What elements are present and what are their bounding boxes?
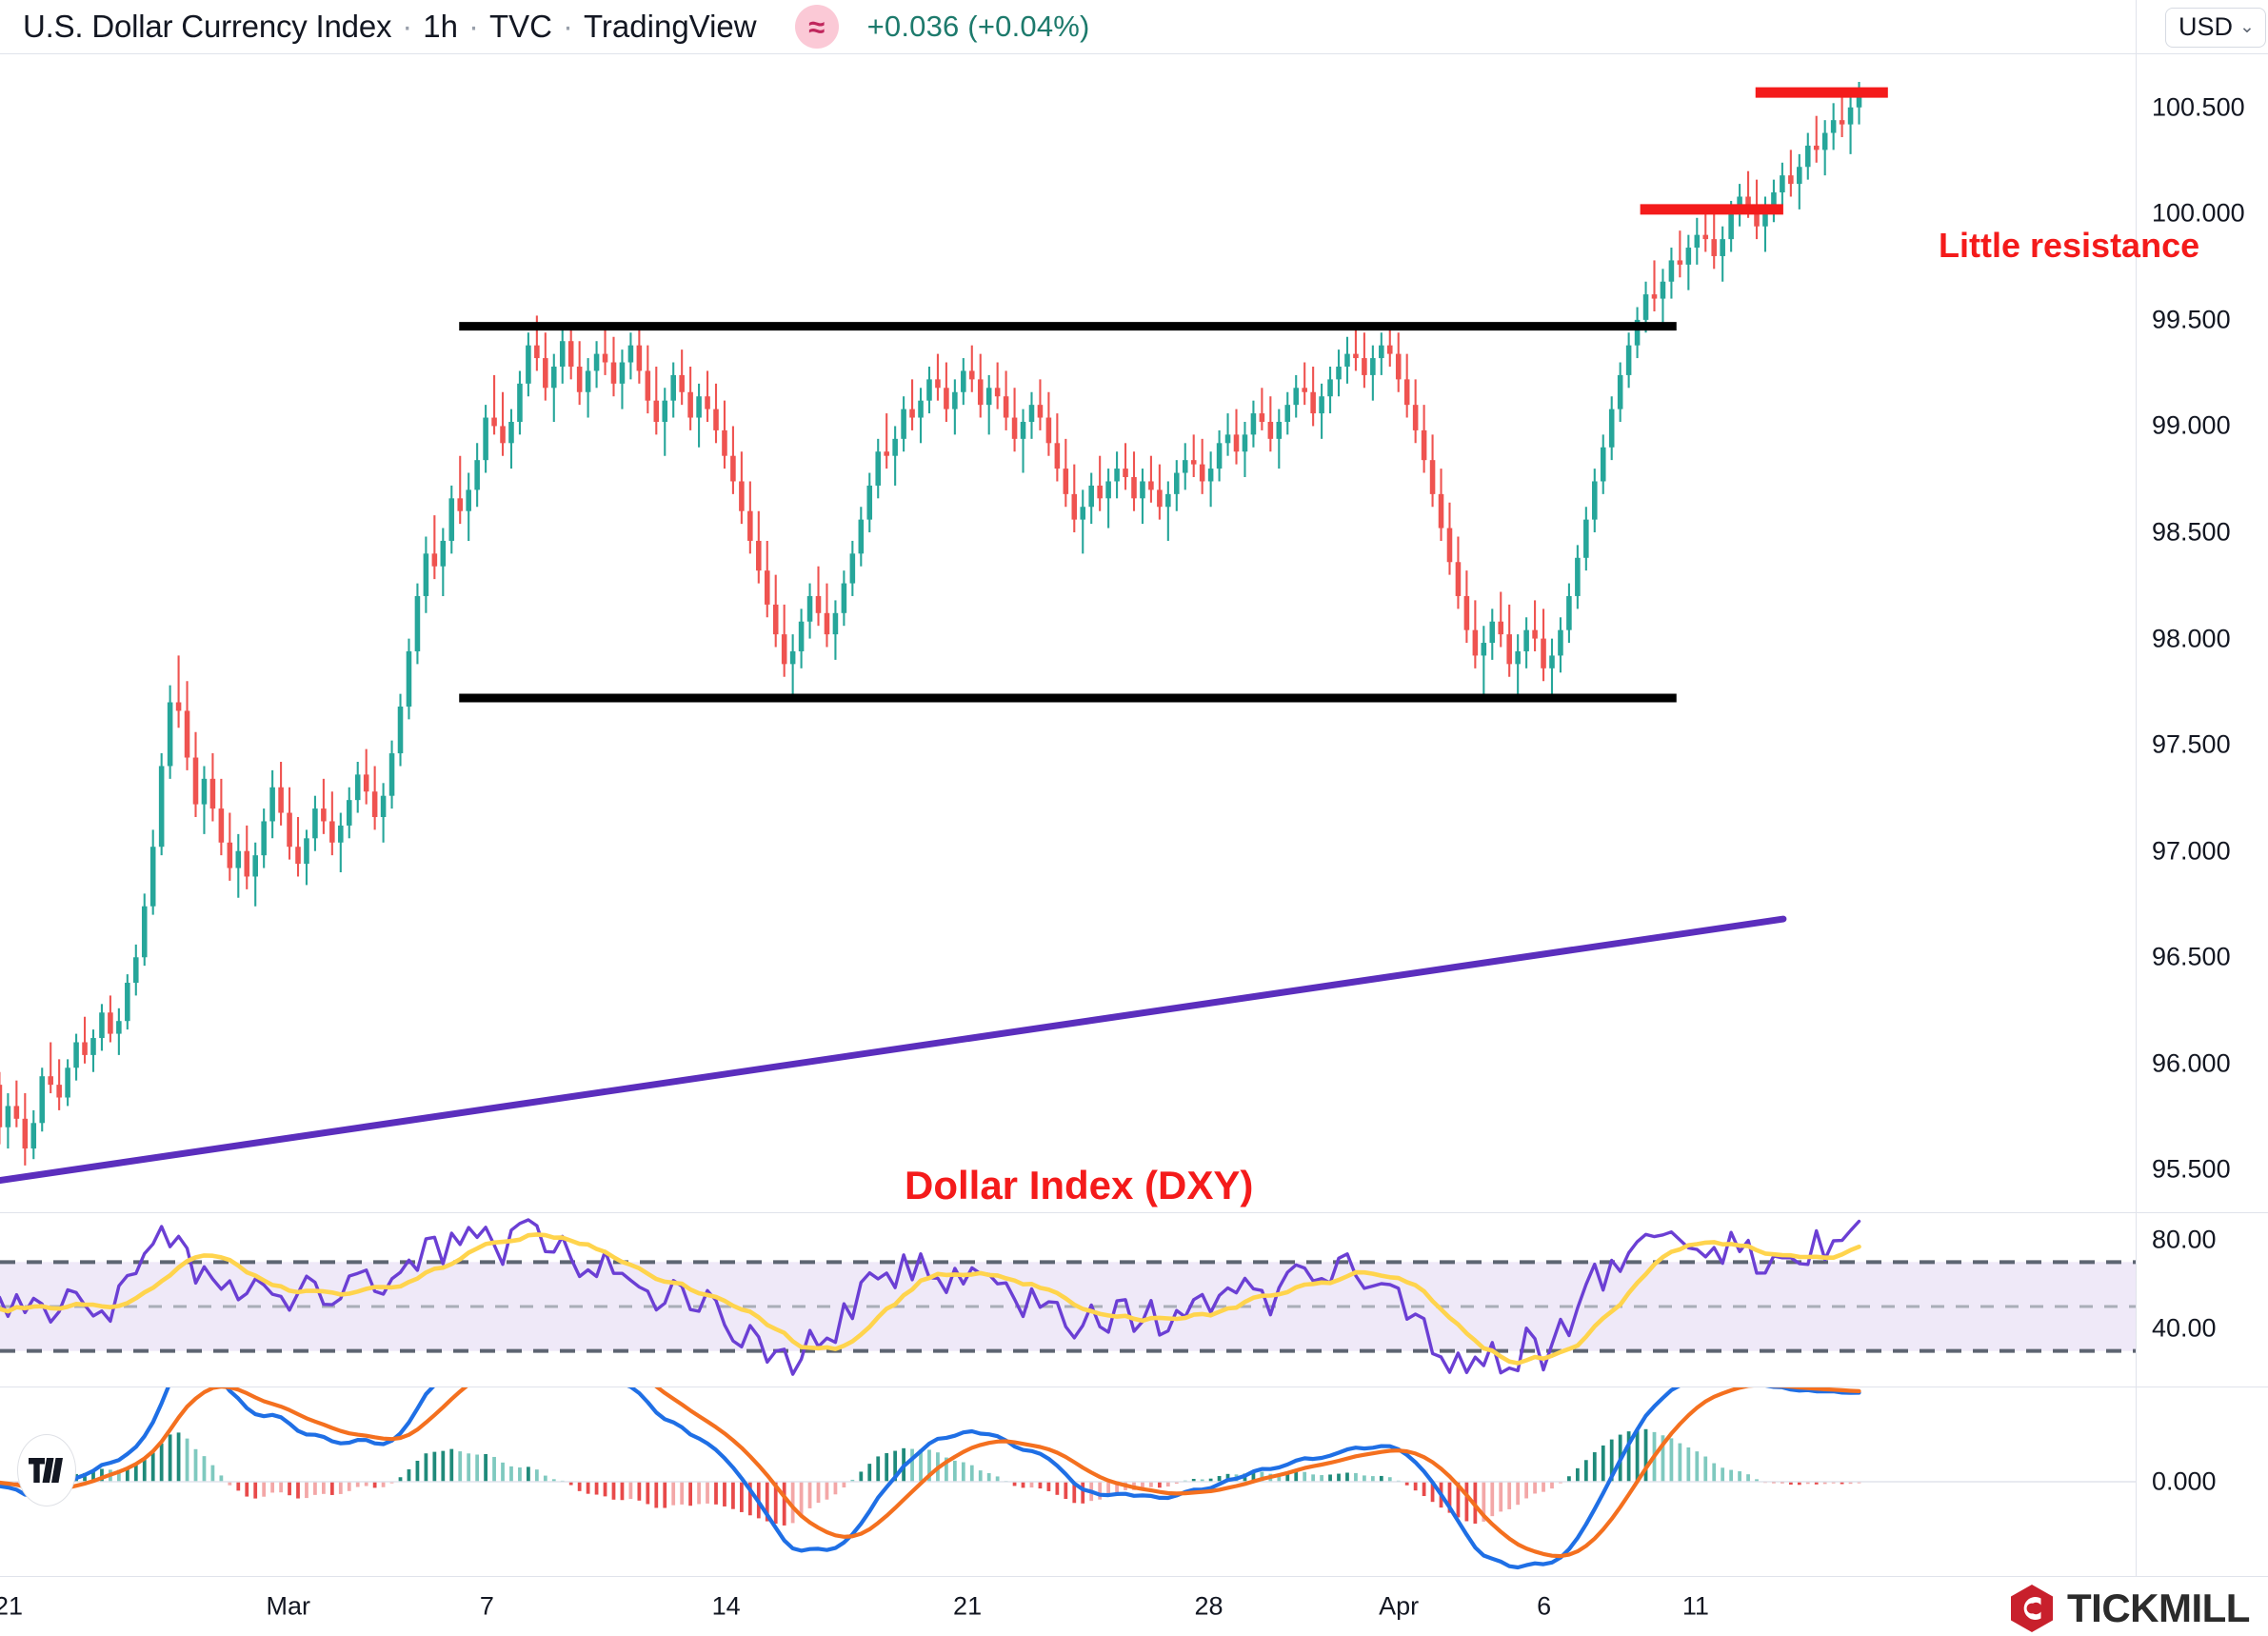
axis-tick-label: 96.500: [2152, 942, 2231, 971]
chevron-down-icon: ⌄: [2239, 17, 2255, 37]
header-separator-3: ·: [563, 9, 573, 44]
exchange-label[interactable]: TVC: [489, 9, 552, 44]
price-pane-divider: [0, 1212, 2268, 1213]
macd-axis[interactable]: 0.000: [2137, 1387, 2268, 1576]
annotation-little-resistance: Little resistance: [1939, 226, 2200, 265]
tickmill-hexagon-icon: [2011, 1585, 2053, 1632]
axis-tick-label: 100.000: [2152, 198, 2245, 228]
axis-tick-label: 99.500: [2152, 305, 2231, 334]
axis-tick-label: 98.500: [2152, 517, 2231, 547]
axis-tick-label: 99.000: [2152, 410, 2231, 440]
currency-selector[interactable]: USD ⌄: [2165, 8, 2266, 48]
time-tick-label: 14: [711, 1591, 741, 1621]
tradingview-logo-icon: [17, 1434, 76, 1506]
tradingview-mark: [29, 1458, 63, 1483]
header-divider: [0, 53, 2268, 54]
macd-indicator-pane[interactable]: [0, 1387, 2136, 1576]
candlestick-canvas: [0, 82, 1888, 1185]
macd-canvas: [0, 1387, 2136, 1570]
approximate-price-icon: ≈: [794, 5, 839, 49]
time-tick-label: 21: [953, 1591, 983, 1621]
macd-pane-divider: [0, 1576, 2268, 1577]
axis-tick-label: 96.000: [2152, 1048, 2231, 1078]
time-tick-label: 7: [479, 1591, 494, 1621]
tickmill-logo: TICKMILL: [2009, 1584, 2250, 1633]
time-tick-label: Mar: [266, 1591, 311, 1621]
axis-tick-label: 97.000: [2152, 836, 2231, 866]
annotation-dollar-index: Dollar Index (DXY): [905, 1163, 1254, 1207]
price-axis-divider: [2136, 0, 2137, 1576]
axis-tick-label: 0.000: [2152, 1466, 2217, 1496]
source-label[interactable]: TradingView: [584, 9, 757, 44]
rsi-axis[interactable]: 80.00 40.00: [2137, 1213, 2268, 1387]
time-tick-label: 28: [1194, 1591, 1224, 1621]
axis-tick-label: 100.500: [2152, 92, 2245, 122]
symbol-title[interactable]: U.S. Dollar Currency Index: [23, 9, 392, 44]
rsi-canvas: [0, 1218, 2136, 1376]
time-tick-label: Apr: [1379, 1591, 1420, 1621]
rsi-indicator-pane[interactable]: [0, 1213, 2136, 1387]
axis-tick-label: 95.500: [2152, 1154, 2231, 1184]
time-tick-label: 6: [1537, 1591, 1552, 1621]
time-axis[interactable]: 21 Mar 7 14 21 28 Apr 6 11: [0, 1577, 2268, 1636]
time-tick-label: 11: [1681, 1591, 1709, 1621]
chart-header: U.S. Dollar Currency Index · 1h · TVC · …: [0, 0, 2268, 53]
tickmill-wordmark: TICKMILL: [2067, 1586, 2250, 1630]
header-separator-2: ·: [468, 9, 479, 44]
interval-label[interactable]: 1h: [423, 9, 458, 44]
header-separator-1: ·: [402, 9, 413, 44]
price-axis[interactable]: 100.500 100.000 99.500 99.000 98.500 98.000 97…: [2137, 54, 2268, 1212]
price-change-value: +0.036 (+0.04%): [866, 10, 1090, 43]
axis-tick-label: 80.00: [2152, 1225, 2217, 1254]
axis-tick-label: 98.000: [2152, 624, 2231, 653]
time-tick-label: 21: [0, 1591, 23, 1621]
axis-tick-label: 40.00: [2152, 1313, 2217, 1343]
axis-tick-label: 97.500: [2152, 729, 2231, 759]
currency-label: USD: [2178, 12, 2234, 41]
price-chart-pane[interactable]: [0, 54, 2136, 1212]
